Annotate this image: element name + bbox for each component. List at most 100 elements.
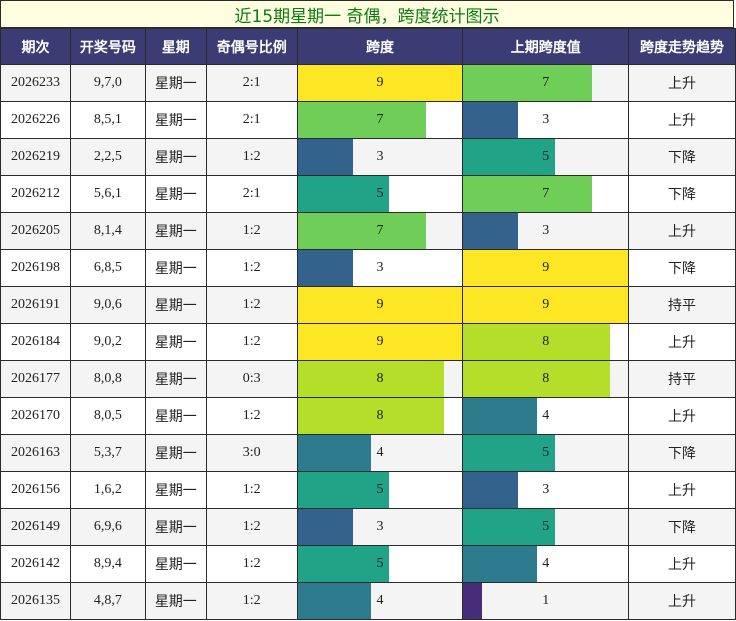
span-bar <box>297 472 390 508</box>
table-row: 2026219 2,2,5 星期一 1:2 3 5 下降 <box>0 138 736 176</box>
prev-span-cell: 7 <box>462 175 630 213</box>
trend-cell: 上升 <box>628 471 736 509</box>
ratio-cell: 1:2 <box>205 545 298 583</box>
span-bar <box>297 102 426 138</box>
header-trend: 跨度走势趋势 <box>628 28 736 65</box>
prev-span-cell: 3 <box>462 212 630 250</box>
trend-cell: 上升 <box>628 545 736 583</box>
numbers-cell: 8,0,8 <box>69 360 146 398</box>
prev-span-label: 7 <box>542 186 550 201</box>
ratio-cell: 1:2 <box>205 138 298 176</box>
prev-span-label: 5 <box>542 149 550 164</box>
span-bar <box>297 324 463 360</box>
period-cell: 2026233 <box>0 64 71 102</box>
trend-cell: 持平 <box>628 360 736 398</box>
table-row: 2026205 8,1,4 星期一 1:2 7 3 上升 <box>0 212 736 250</box>
trend-cell: 下降 <box>628 249 736 287</box>
span-label: 8 <box>376 371 384 386</box>
period-cell: 2026149 <box>0 508 71 546</box>
span-bar <box>297 139 353 175</box>
weekday-cell: 星期一 <box>144 286 207 324</box>
span-bar <box>297 213 426 249</box>
period-cell: 2026156 <box>0 471 71 509</box>
span-cell: 4 <box>296 582 464 620</box>
header-row: 期次 开奖号码 星期 奇偶号比例 跨度 上期跨度值 跨度走势趋势 <box>0 28 736 65</box>
prev-span-cell: 9 <box>462 286 630 324</box>
prev-span-label: 8 <box>542 371 550 386</box>
prev-span-bar <box>463 324 610 360</box>
ratio-cell: 1:2 <box>205 323 298 361</box>
prev-span-cell: 5 <box>462 138 630 176</box>
prev-span-bar <box>463 287 629 323</box>
span-bar <box>297 435 371 471</box>
prev-span-cell: 4 <box>462 545 630 583</box>
period-cell: 2026226 <box>0 101 71 139</box>
prev-span-bar <box>463 398 537 434</box>
span-label: 9 <box>376 297 384 312</box>
span-bar <box>297 398 445 434</box>
numbers-cell: 8,9,4 <box>69 545 146 583</box>
table-row: 2026142 8,9,4 星期一 1:2 5 4 上升 <box>0 545 736 583</box>
numbers-cell: 6,8,5 <box>69 249 146 287</box>
prev-span-label: 4 <box>542 556 550 571</box>
span-cell: 7 <box>296 212 464 250</box>
table-row: 2026226 8,5,1 星期一 2:1 7 3 上升 <box>0 101 736 139</box>
numbers-cell: 8,5,1 <box>69 101 146 139</box>
header-period: 期次 <box>0 28 71 65</box>
trend-cell: 下降 <box>628 508 736 546</box>
trend-cell: 下降 <box>628 138 736 176</box>
prev-span-cell: 9 <box>462 249 630 287</box>
weekday-cell: 星期一 <box>144 471 207 509</box>
period-cell: 2026170 <box>0 397 71 435</box>
ratio-cell: 2:1 <box>205 64 298 102</box>
prev-span-bar <box>463 176 592 212</box>
ratio-cell: 1:2 <box>205 249 298 287</box>
numbers-cell: 9,0,6 <box>69 286 146 324</box>
prev-span-bar <box>463 102 519 138</box>
weekday-cell: 星期一 <box>144 212 207 250</box>
trend-cell: 上升 <box>628 582 736 620</box>
ratio-cell: 1:2 <box>205 582 298 620</box>
numbers-cell: 9,0,2 <box>69 323 146 361</box>
span-label: 5 <box>376 186 384 201</box>
prev-span-label: 7 <box>542 75 550 90</box>
numbers-cell: 9,7,0 <box>69 64 146 102</box>
prev-span-label: 9 <box>542 297 550 312</box>
table-row: 2026233 9,7,0 星期一 2:1 9 7 上升 <box>0 64 736 102</box>
prev-span-bar <box>463 65 592 101</box>
ratio-cell: 1:2 <box>205 212 298 250</box>
table-row: 2026163 5,3,7 星期一 3:0 4 5 下降 <box>0 434 736 472</box>
period-cell: 2026163 <box>0 434 71 472</box>
table-row: 2026156 1,6,2 星期一 1:2 5 3 上升 <box>0 471 736 509</box>
table-row: 2026135 4,8,7 星期一 1:2 4 1 上升 <box>0 582 736 620</box>
trend-cell: 上升 <box>628 101 736 139</box>
span-label: 9 <box>376 75 384 90</box>
period-cell: 2026191 <box>0 286 71 324</box>
prev-span-label: 5 <box>542 519 550 534</box>
numbers-cell: 8,0,5 <box>69 397 146 435</box>
table-row: 2026184 9,0,2 星期一 1:2 9 8 上升 <box>0 323 736 361</box>
weekday-cell: 星期一 <box>144 101 207 139</box>
span-cell: 3 <box>296 249 464 287</box>
prev-span-bar <box>463 139 555 175</box>
span-bar <box>297 250 353 286</box>
span-cell: 5 <box>296 471 464 509</box>
weekday-cell: 星期一 <box>144 323 207 361</box>
period-cell: 2026212 <box>0 175 71 213</box>
table-row: 2026170 8,0,5 星期一 1:2 8 4 上升 <box>0 397 736 435</box>
span-cell: 9 <box>296 323 464 361</box>
ratio-cell: 1:2 <box>205 397 298 435</box>
span-label: 3 <box>376 260 384 275</box>
span-bar <box>297 287 463 323</box>
header-weekday: 星期 <box>144 28 207 65</box>
prev-span-cell: 4 <box>462 397 630 435</box>
trend-cell: 上升 <box>628 212 736 250</box>
weekday-cell: 星期一 <box>144 545 207 583</box>
weekday-cell: 星期一 <box>144 397 207 435</box>
ratio-cell: 3:0 <box>205 434 298 472</box>
span-label: 9 <box>376 334 384 349</box>
span-cell: 3 <box>296 138 464 176</box>
prev-span-bar <box>463 509 555 545</box>
numbers-cell: 4,8,7 <box>69 582 146 620</box>
